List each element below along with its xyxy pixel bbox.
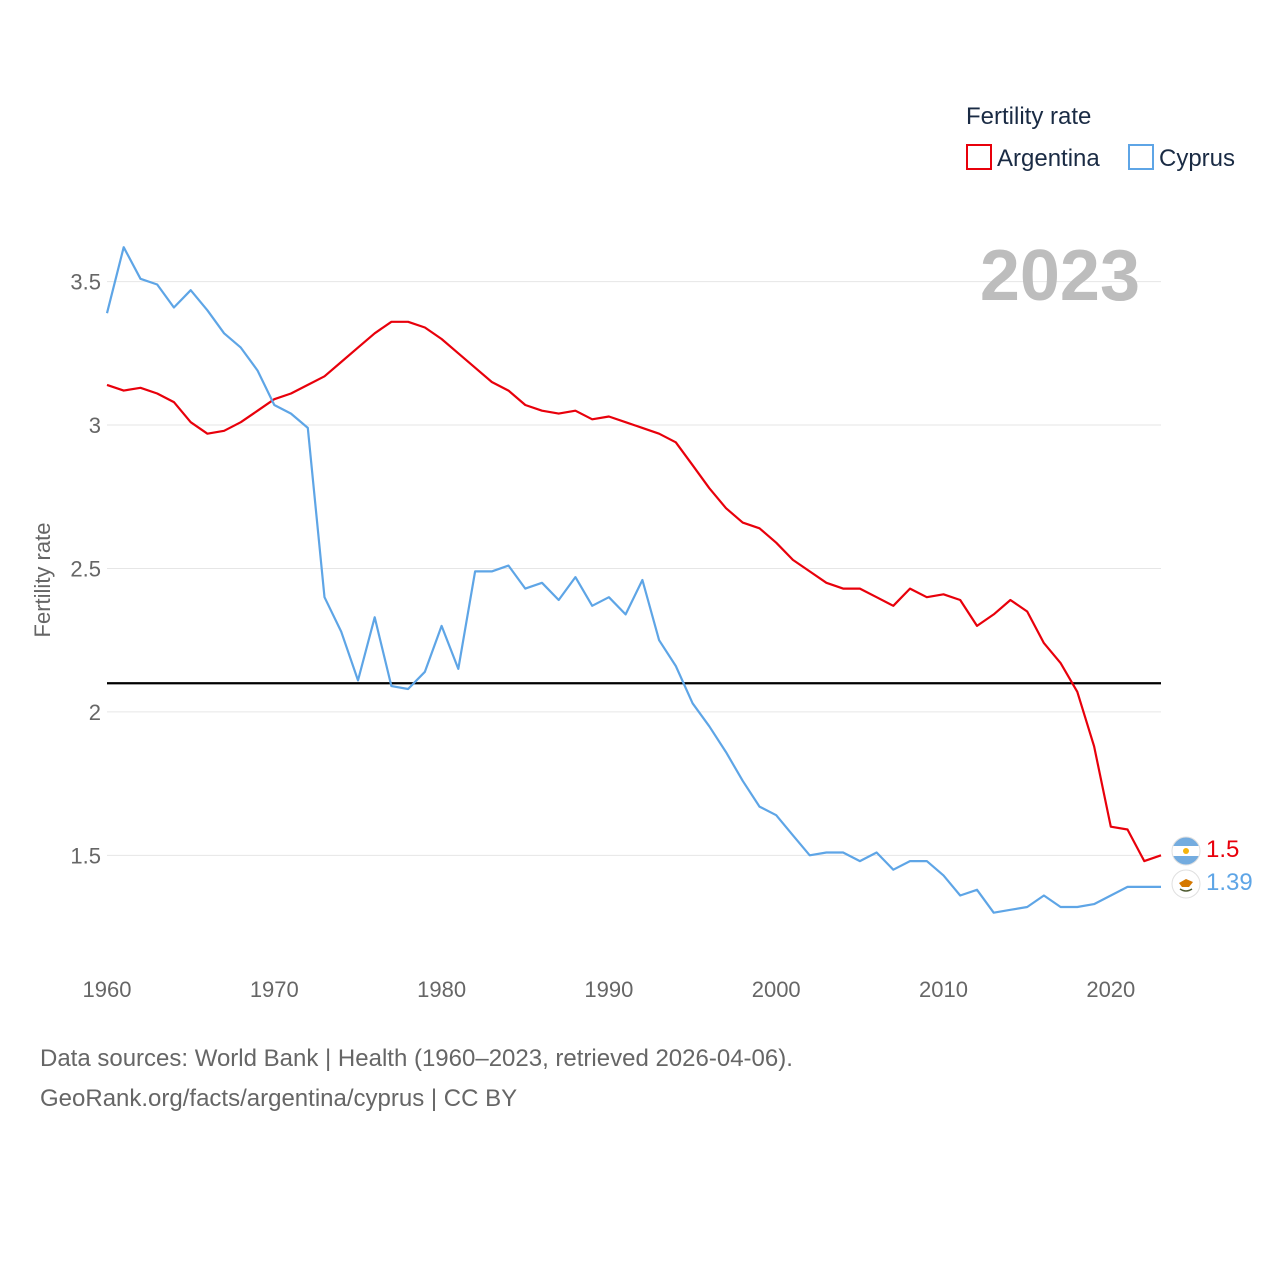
x-tick-label: 1980 <box>417 977 466 1002</box>
x-tick-label: 1970 <box>250 977 299 1002</box>
grid-lines <box>107 281 1161 856</box>
x-tick-label: 2010 <box>919 977 968 1002</box>
legend[interactable]: Fertility rate Argentina Cyprus <box>966 103 1235 172</box>
footer-sources: Data sources: World Bank | Health (1960–… <box>40 1045 793 1072</box>
argentina-flag-icon <box>1171 836 1201 866</box>
footer-attribution: GeoRank.org/facts/argentina/cyprus | CC … <box>40 1085 518 1112</box>
legend-swatch-cyprus <box>1128 144 1154 170</box>
legend-item-argentina[interactable]: Argentina <box>966 144 1100 172</box>
series-lines <box>105 246 1162 914</box>
legend-label-argentina: Argentina <box>997 145 1100 172</box>
cyprus-flag-icon <box>1171 869 1201 899</box>
y-tick-label: 1.5 <box>70 843 101 868</box>
line-chart: 1.5 2 2.5 3 3.5 1960 1970 1980 1990 2000 2010 2020… <box>30 103 1253 1002</box>
x-tick-label: 2000 <box>752 977 801 1002</box>
x-tick-label: 2020 <box>1086 977 1135 1002</box>
legend-label-cyprus: Cyprus <box>1159 145 1235 172</box>
y-axis-label: Fertility rate <box>30 523 55 638</box>
series-line-cyprus <box>105 246 1161 914</box>
current-year-label: 2023 <box>980 236 1140 316</box>
cyprus-end-value: 1.39 <box>1206 869 1253 896</box>
y-tick-label: 2.5 <box>70 556 101 581</box>
y-tick-label: 2 <box>89 700 101 725</box>
legend-swatch-argentina <box>966 144 992 170</box>
x-axis-ticks: 1960 1970 1980 1990 2000 2010 2020 <box>83 977 1136 1002</box>
x-tick-label: 1990 <box>584 977 633 1002</box>
legend-item-cyprus[interactable]: Cyprus <box>1128 144 1235 172</box>
y-tick-label: 3 <box>89 413 101 438</box>
y-axis-ticks: 1.5 2 2.5 3 3.5 <box>70 270 101 869</box>
legend-title: Fertility rate <box>966 103 1091 130</box>
argentina-end-value: 1.5 <box>1206 836 1239 863</box>
y-tick-label: 3.5 <box>70 270 101 295</box>
series-line-argentina <box>106 320 1162 863</box>
x-tick-label: 1960 <box>83 977 132 1002</box>
